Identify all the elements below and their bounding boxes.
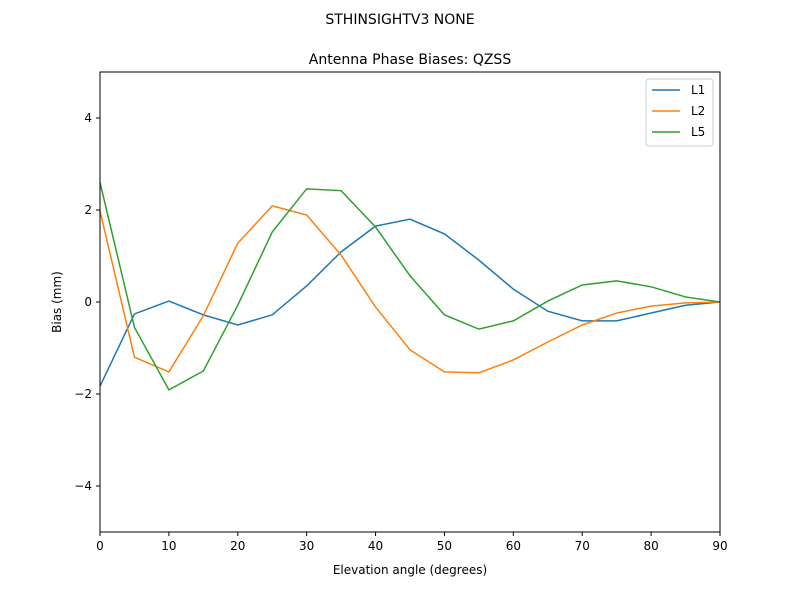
x-tick-label: 90 <box>712 539 727 553</box>
legend-label: L1 <box>691 83 705 97</box>
figure-suptitle: STHINSIGHTV3 NONE <box>325 12 474 28</box>
x-tick-label: 60 <box>506 539 521 553</box>
series-line-l1 <box>99 218 721 387</box>
legend-label: L2 <box>691 104 705 118</box>
legend-box <box>645 78 714 147</box>
plot-frame <box>99 71 721 533</box>
x-tick-label: 0 <box>96 539 104 553</box>
y-tick-label: −2 <box>74 387 92 401</box>
y-tick-label: 4 <box>84 111 92 125</box>
x-tick-label: 50 <box>437 539 452 553</box>
series-line-l5 <box>99 182 721 391</box>
x-tick-label: 40 <box>368 539 383 553</box>
x-tick-label: 10 <box>161 539 176 553</box>
x-tick-label: 20 <box>230 539 245 553</box>
x-axis-label: Elevation angle (degrees) <box>333 563 487 577</box>
y-axis-label: Bias (mm) <box>50 271 64 333</box>
legend: L1 L2 L5 <box>645 78 714 147</box>
y-tick-label: −4 <box>74 479 92 493</box>
y-tick-label: 0 <box>84 295 92 309</box>
x-tick-label: 80 <box>643 539 658 553</box>
y-tick-label: 2 <box>84 203 92 217</box>
x-tick-label: 70 <box>575 539 590 553</box>
legend-label: L5 <box>691 125 705 139</box>
chart-title: Antenna Phase Biases: QZSS <box>309 52 512 68</box>
x-tick-label: 30 <box>299 539 314 553</box>
series-line-l2 <box>99 205 721 374</box>
